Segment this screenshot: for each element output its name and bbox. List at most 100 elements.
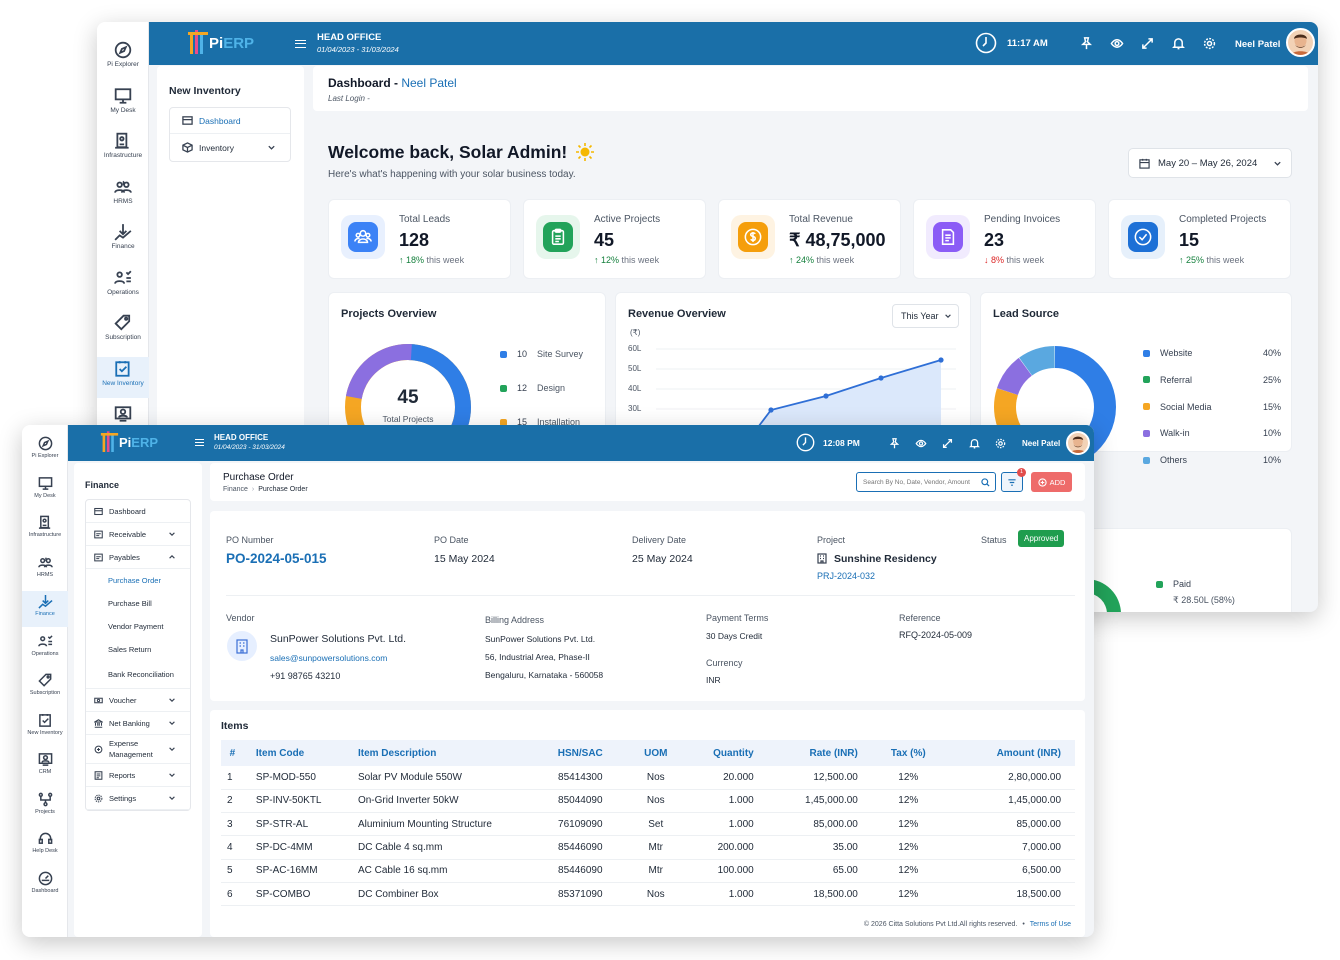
table-row[interactable]: 6 SP-COMBO DC Combiner Box 85371090 Nos 1.000… [221, 882, 1075, 907]
rail-item-infrastructure[interactable]: Infrastructure [22, 512, 68, 548]
rail-item-help-desk[interactable]: Help Desk [22, 828, 68, 864]
pin-icon[interactable] [886, 435, 902, 451]
terms-of-use-link[interactable]: Terms of Use [1029, 921, 1071, 928]
menu-toggle-button[interactable] [295, 40, 306, 48]
search-icon[interactable] [981, 477, 990, 487]
stat-card-active-projects[interactable]: Active Projects 45 ↑ 12% this week [523, 199, 706, 279]
eye-icon[interactable] [1109, 35, 1125, 51]
search-input[interactable] [863, 478, 981, 486]
user-avatar[interactable] [1286, 28, 1315, 57]
app-logo[interactable]: Pi ERP [187, 30, 254, 56]
revenue-period-select[interactable]: This Year [892, 304, 959, 328]
building-icon [115, 132, 129, 149]
add-button[interactable]: ADD [1031, 472, 1072, 492]
menu-toggle-button[interactable] [195, 439, 204, 446]
user-name[interactable]: Neel Patel [1235, 39, 1281, 50]
sidebar-item-receivable[interactable]: Receivable [86, 523, 190, 546]
branch-selector[interactable]: HEAD OFFICE 01/04/2023 - 31/03/2024 [214, 433, 285, 451]
table-row[interactable]: 5 SP-AC-16MM AC Cable 16 sq.mm 85446090 Mtr 1… [221, 859, 1075, 883]
top-bar: Pi ERP HEAD OFFICE 01/04/2023 - 31/03/2024… [149, 22, 1318, 65]
sidebar-item-payables[interactable]: Payables [86, 546, 190, 569]
sidebar-item-settings[interactable]: Settings [86, 787, 190, 810]
rail-item-pi-explorer[interactable]: Pi Explorer [22, 433, 68, 469]
sidebar-item-expense-management[interactable]: Expense Management [86, 735, 190, 764]
stat-label: Total Leads [399, 214, 451, 225]
stat-card-completed-projects[interactable]: Completed Projects 15 ↑ 25% this week [1108, 199, 1291, 279]
user-name[interactable]: Neel Patel [1022, 439, 1061, 448]
bell-icon[interactable] [1170, 35, 1186, 51]
expand-icon[interactable] [939, 435, 955, 451]
column-header[interactable]: HSN/SAC [533, 740, 628, 766]
rail-item-subscription[interactable]: Subscription [97, 311, 149, 353]
sidebar-item-vendor-payment[interactable]: Vendor Payment [86, 615, 190, 638]
receivable-icon [94, 530, 103, 538]
rail-item-projects[interactable]: Projects [22, 789, 68, 825]
breadcrumb-item[interactable]: Finance [223, 486, 248, 493]
rail-item-label: Subscription [105, 334, 141, 341]
column-header[interactable]: Rate (INR) [767, 740, 872, 766]
rail-item-finance[interactable]: Finance [22, 591, 68, 627]
fiscal-period: 01/04/2023 - 31/03/2024 [317, 45, 399, 54]
settings-gear-icon[interactable] [1201, 35, 1217, 51]
sidebar-item-dashboard[interactable]: Dashboard [86, 500, 190, 523]
sidebar-item-sales-return[interactable]: Sales Return [86, 638, 190, 661]
stat-card-total-revenue[interactable]: Total Revenue ₹ 48,75,000 ↑ 24% this week [718, 199, 901, 279]
stat-card-total-leads[interactable]: Total Leads 128 ↑ 18% this week [328, 199, 511, 279]
monitor-icon [114, 87, 132, 104]
branch-selector[interactable]: HEAD OFFICE 01/04/2023 - 31/03/2024 [317, 32, 399, 54]
rail-item-crm[interactable]: CRM [22, 749, 68, 785]
sidebar-item-bank-reconciliation[interactable]: Bank Reconciliation [86, 661, 190, 689]
rail-item-operations[interactable]: Operations [22, 631, 68, 667]
table-row[interactable]: 1 SP-MOD-550 Solar PV Module 550W 85414300 N… [221, 766, 1075, 790]
table-row[interactable]: 2 SP-INV-50KTL On-Grid Inverter 50kW 850440… [221, 789, 1075, 814]
rail-item-dashboard[interactable]: Dashboard [22, 868, 68, 904]
table-row[interactable]: 4 SP-DC-4MM DC Cable 4 sq.mm 85446090 Mtr 200… [221, 835, 1075, 860]
sidebar-item-dashboard[interactable]: Dashboard [170, 108, 290, 134]
rail-item-finance[interactable]: Finance [97, 220, 149, 262]
column-header[interactable]: Item Description [345, 740, 534, 766]
column-header[interactable]: Item Code [243, 740, 346, 766]
rail-item-label: HRMS [113, 197, 133, 205]
filter-button[interactable]: 1 [1001, 468, 1026, 492]
expand-icon[interactable] [1139, 35, 1155, 51]
rail-item-my-desk[interactable]: My Desk [22, 473, 68, 509]
rail-item-my-desk[interactable]: My Desk [97, 84, 149, 126]
rail-item-hrms[interactable]: HRMS [22, 552, 68, 588]
column-header[interactable]: UOM [627, 740, 685, 766]
rail-item-infrastructure[interactable]: Infrastructure [97, 129, 149, 171]
sidebar-item-purchase-bill[interactable]: Purchase Bill [86, 592, 190, 615]
pin-icon[interactable] [1078, 35, 1094, 51]
search-box[interactable] [856, 472, 996, 492]
app-logo[interactable]: Pi ERP [100, 431, 158, 454]
rail-item-pi-explorer[interactable]: Pi Explorer [97, 38, 149, 80]
date-range-picker[interactable]: May 20 – May 26, 2024 [1128, 148, 1292, 178]
revenue-y-tick: 40L [628, 384, 642, 393]
sun-icon [576, 143, 594, 161]
sidebar-item-reports[interactable]: Reports [86, 764, 190, 787]
legend-swatch [1143, 403, 1150, 411]
stat-change: ↑ 24% this week [789, 255, 855, 265]
rail-item-new-inventory[interactable]: New Inventory [22, 710, 68, 746]
user-avatar[interactable] [1066, 431, 1090, 455]
column-header[interactable]: # [221, 740, 244, 766]
project-code-link[interactable]: PRJ-2024-032 [817, 571, 876, 581]
rail-item-hrms[interactable]: HRMS [97, 175, 149, 217]
settings-gear-icon[interactable] [992, 435, 1008, 451]
eye-icon[interactable] [913, 435, 929, 451]
sidebar-item-net-banking[interactable]: Net Banking [86, 712, 190, 735]
column-header[interactable]: Tax (%) [871, 740, 945, 766]
stat-change: ↑ 25% this week [1179, 255, 1245, 265]
sidebar-item-voucher[interactable]: Voucher [86, 689, 190, 712]
rail-item-new-inventory[interactable]: New Inventory [97, 356, 149, 398]
sidebar-item-inventory[interactable]: Inventory [170, 134, 290, 161]
column-header[interactable]: Quantity [684, 740, 768, 766]
chevron-down-icon [169, 698, 175, 702]
rail-item-subscription[interactable]: Subscription [22, 670, 68, 706]
vendor-email-link[interactable]: sales@sunpowersolutions.com [270, 653, 388, 663]
rail-item-operations[interactable]: Operations [97, 266, 149, 308]
bell-icon[interactable] [966, 435, 982, 451]
column-header[interactable]: Amount (INR) [944, 740, 1075, 766]
table-row[interactable]: 3 SP-STR-AL Aluminium Mounting Structure 76… [221, 812, 1075, 837]
sidebar-item-purchase-order[interactable]: Purchase Order [86, 569, 190, 592]
stat-card-pending-invoices[interactable]: Pending Invoices 23 ↓ 8% this week [913, 199, 1096, 279]
